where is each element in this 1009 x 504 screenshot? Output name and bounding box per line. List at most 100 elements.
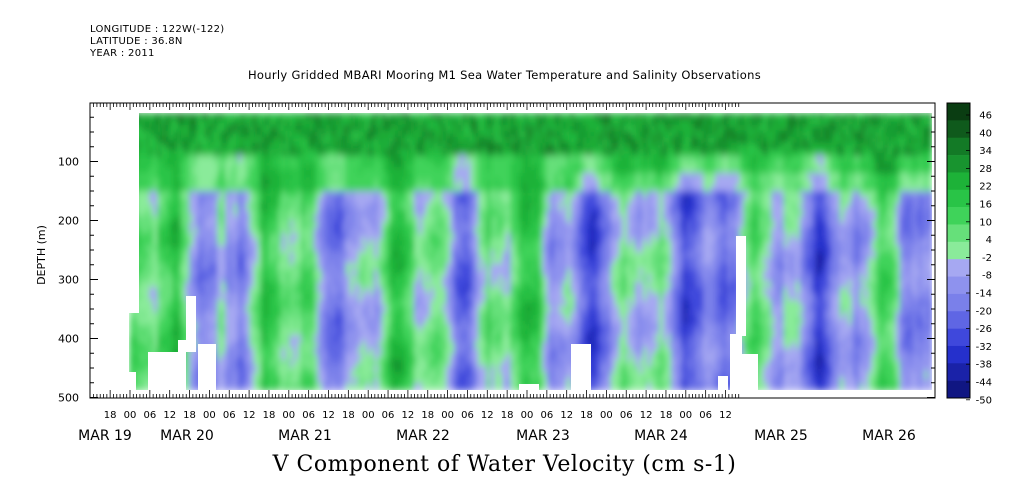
colorbar-label: -20 (976, 306, 992, 317)
x-hour-label: 00 (441, 410, 454, 421)
missing-data-gap (519, 384, 539, 390)
x-hour-label: 06 (620, 410, 633, 421)
missing-data-gap (129, 113, 139, 313)
y-tick-label: 200 (58, 215, 79, 228)
x-hour-label: 18 (580, 410, 593, 421)
y-tick-label: 300 (58, 274, 79, 287)
colorbar-swatch (947, 363, 970, 381)
colorbar-swatch (947, 311, 970, 329)
colorbar-swatch (947, 224, 970, 243)
x-date-label: MAR 20 (160, 428, 214, 444)
x-hour-label: 12 (481, 410, 494, 421)
x-hour-label: 12 (243, 410, 256, 421)
x-axis-title: V Component of Water Velocity (cm s-1) (272, 452, 737, 477)
colorbar-label: -26 (976, 324, 992, 335)
missing-data-gap (148, 352, 178, 390)
colorbar-swatch (947, 137, 970, 156)
colorbar-label: -38 (976, 360, 992, 371)
x-hour-label: 00 (362, 410, 375, 421)
x-hour-label: 18 (421, 410, 434, 421)
colorbar-swatch (947, 103, 970, 121)
x-hour-label: 18 (660, 410, 673, 421)
x-hour-label: 00 (600, 410, 613, 421)
x-hour-label: 06 (223, 410, 236, 421)
y-axis: 100 200 300 400 500 (58, 116, 935, 405)
missing-data-gap (198, 344, 216, 390)
missing-data-gap (571, 344, 591, 390)
missing-data-gap (742, 354, 758, 390)
colorbar-swatch (947, 293, 970, 312)
x-hour-label: 18 (263, 410, 276, 421)
latitude-label: LATITUDE : 36.8N (90, 36, 183, 47)
colorbar-swatch (947, 380, 970, 399)
x-hour-label: 00 (521, 410, 534, 421)
x-hour-label: 18 (342, 410, 355, 421)
colorbar-swatch (947, 276, 970, 295)
colorbar-label: -2 (982, 253, 992, 264)
colorbar-swatch (947, 207, 970, 225)
x-date-label: MAR 21 (278, 428, 332, 444)
x-date-label: MAR 22 (396, 428, 450, 444)
x-axis: 18 00 06 12 18 00 06 12 18 00 06 12 18 00 06 12 18 00 06 12… (78, 103, 916, 444)
colorbar-swatch (947, 241, 970, 260)
x-hour-label: 12 (640, 410, 653, 421)
x-date-label: MAR 19 (78, 428, 132, 444)
y-axis-label: DEPTH (m) (35, 225, 48, 285)
colorbar-swatch (947, 259, 970, 277)
x-hour-label: 12 (560, 410, 573, 421)
x-hour-label: 00 (203, 410, 216, 421)
x-hour-label: 00 (124, 410, 137, 421)
colorbar-border (946, 102, 971, 399)
x-hour-label: 06 (540, 410, 553, 421)
colorbar-label: 16 (979, 200, 992, 211)
colorbar-swatch (947, 155, 970, 173)
x-hour-label: 18 (104, 410, 117, 421)
colorbar-swatch (947, 189, 970, 208)
chart-title: Hourly Gridded MBARI Mooring M1 Sea Wate… (247, 68, 762, 82)
colorbar-label: -50 (976, 395, 992, 406)
missing-data-gap (178, 340, 186, 390)
colorbar-label: 46 (979, 111, 992, 122)
missing-data-gaps (129, 113, 758, 390)
colorbar-label: -8 (982, 271, 992, 282)
x-hour-label: 12 (719, 410, 732, 421)
colorbar-label: 10 (979, 217, 992, 228)
x-hour-label: 00 (282, 410, 295, 421)
colorbar-label: -32 (976, 342, 992, 353)
x-hour-label: 06 (143, 410, 156, 421)
x-hour-label: 12 (402, 410, 415, 421)
colorbar-label: 22 (979, 182, 992, 193)
x-date-label: MAR 26 (862, 428, 916, 444)
x-date-label: MAR 25 (754, 428, 808, 444)
x-hour-label: 06 (699, 410, 712, 421)
missing-data-gap (129, 372, 136, 390)
missing-data-gap (736, 236, 746, 336)
x-hour-label: 18 (183, 410, 196, 421)
x-hour-label: 18 (501, 410, 514, 421)
y-tick-label: 400 (58, 333, 79, 346)
colorbar-swatch (947, 120, 970, 139)
y-tick-label: 500 (58, 392, 79, 405)
x-date-label: MAR 24 (634, 428, 688, 444)
velocity-field (129, 113, 932, 390)
colorbar-label: 4 (986, 235, 992, 246)
x-hour-label: 06 (382, 410, 395, 421)
colorbar-swatch (947, 345, 970, 364)
colorbar-swatch (947, 172, 970, 191)
missing-data-gap (186, 296, 196, 352)
colorbar-label: 28 (979, 164, 992, 175)
colorbar-swatch (947, 328, 970, 347)
missing-data-gap (718, 376, 728, 390)
colorbar-label: -14 (976, 289, 992, 300)
year-label: YEAR : 2011 (90, 48, 155, 59)
colorbar: 46 40 34 28 22 16 10 4 -2 -8 -14 -20 -26 -32 -38 -44 -50 (946, 102, 992, 406)
x-hour-label: 00 (679, 410, 692, 421)
colorbar-label: 40 (979, 128, 992, 139)
y-tick-label: 100 (58, 156, 79, 169)
colorbar-label: 34 (979, 146, 992, 157)
longitude-label: LONGITUDE : 122W(-122) (90, 24, 225, 35)
missing-data-gap (730, 334, 742, 390)
x-date-label: MAR 23 (516, 428, 570, 444)
x-hour-label: 12 (322, 410, 335, 421)
